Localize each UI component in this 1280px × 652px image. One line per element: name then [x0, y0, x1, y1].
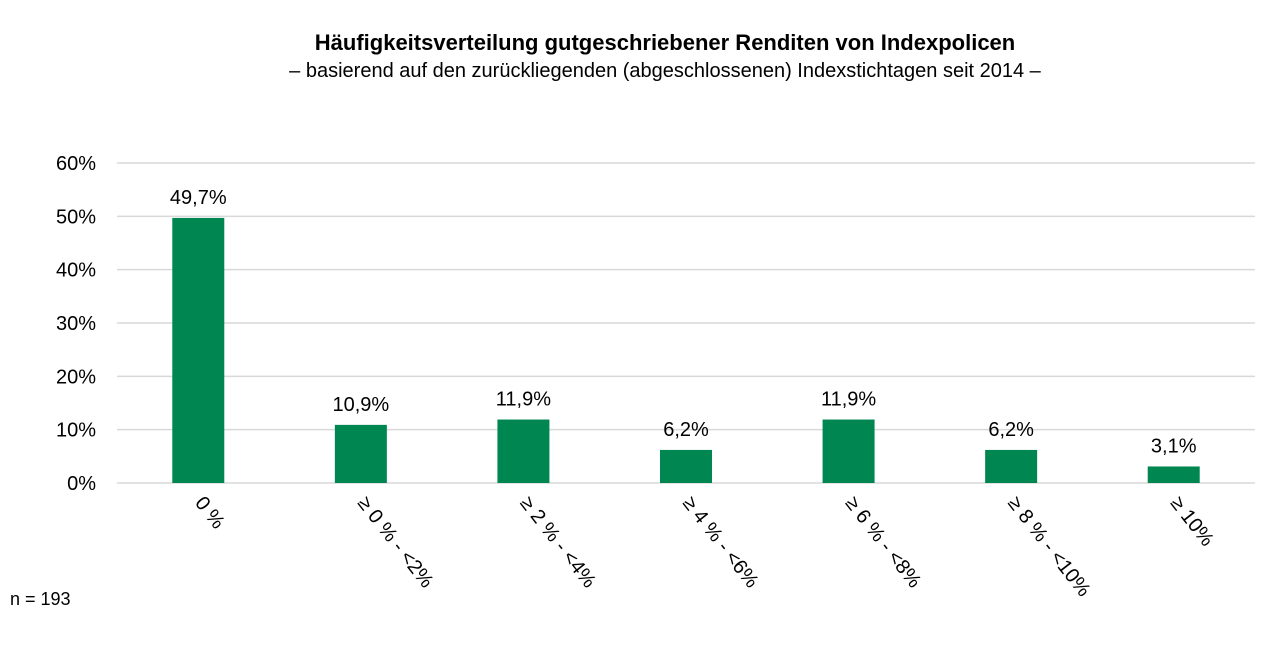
bar	[497, 419, 550, 483]
data-labels: 49,7% 10,9% 11,9% 6,2% 11,9% 6,2% 3,1%	[170, 187, 1197, 458]
data-label: 3,1%	[1151, 435, 1197, 457]
y-tick-label: 50%	[56, 206, 96, 228]
y-tick-label: 20%	[56, 366, 96, 388]
data-label: 10,9%	[332, 394, 389, 416]
y-tick-label: 0%	[67, 473, 96, 495]
chart-title: Häufigkeitsverteilung gutgeschriebener R…	[314, 30, 1016, 55]
y-tick-label: 30%	[56, 313, 96, 335]
x-axis-ticks: 0 % ≥ 0 % - <2% ≥ 2 % - <4% ≥ 4 % - <6% ≥ 6 …	[190, 493, 1218, 602]
data-label: 11,9%	[821, 389, 876, 411]
y-tick-label: 10%	[56, 420, 96, 442]
sample-size-note: n = 193	[10, 589, 71, 609]
data-label: 11,9%	[496, 389, 551, 411]
x-tick-label: ≥ 6 % - <8%	[841, 493, 926, 593]
bar	[985, 449, 1038, 483]
data-label: 6,2%	[663, 419, 709, 441]
x-tick-label: 0 %	[190, 493, 229, 534]
x-tick-label: ≥ 0 % - <2%	[353, 493, 438, 593]
chart-subtitle: – basierend auf den zurückliegenden (abg…	[289, 60, 1041, 82]
x-tick-label: ≥ 10%	[1166, 493, 1218, 551]
y-tick-label: 60%	[56, 153, 96, 175]
bar	[822, 419, 875, 483]
bars	[172, 217, 1200, 483]
x-tick-label: ≥ 4 % - <6%	[678, 493, 763, 593]
data-label: 6,2%	[988, 419, 1034, 441]
y-tick-label: 40%	[56, 260, 96, 282]
data-label: 49,7%	[170, 187, 227, 209]
y-axis-ticks: 0% 10% 20% 30% 40% 50% 60%	[56, 153, 96, 495]
bar	[660, 449, 712, 483]
x-tick-label: ≥ 2 % - <4%	[515, 493, 600, 593]
x-tick-label: ≥ 8 % - <10%	[1003, 493, 1095, 602]
bar	[172, 217, 225, 483]
bar	[334, 424, 387, 483]
bar	[1147, 466, 1200, 483]
